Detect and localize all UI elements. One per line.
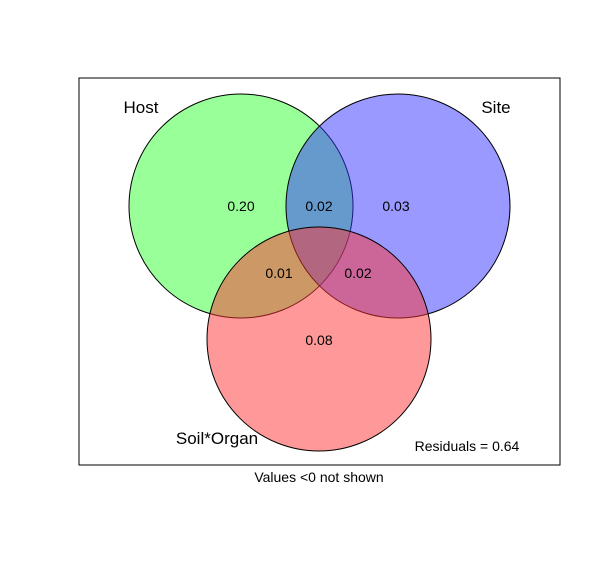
site-soil-value: 0.02 bbox=[344, 265, 371, 281]
host-soil-value: 0.01 bbox=[265, 265, 292, 281]
soil-organ-label: Soil*Organ bbox=[176, 429, 258, 448]
site-label: Site bbox=[481, 98, 510, 117]
host-label: Host bbox=[124, 98, 159, 117]
residuals-text: Residuals = 0.64 bbox=[415, 438, 520, 454]
site-only-value: 0.03 bbox=[382, 198, 409, 214]
host-only-value: 0.20 bbox=[227, 198, 254, 214]
footnote-text: Values <0 not shown bbox=[254, 469, 383, 485]
soil-only-value: 0.08 bbox=[305, 332, 332, 348]
host-site-value: 0.02 bbox=[305, 198, 332, 214]
plot-frame bbox=[78, 77, 561, 466]
soil-organ-circle bbox=[206, 226, 432, 452]
